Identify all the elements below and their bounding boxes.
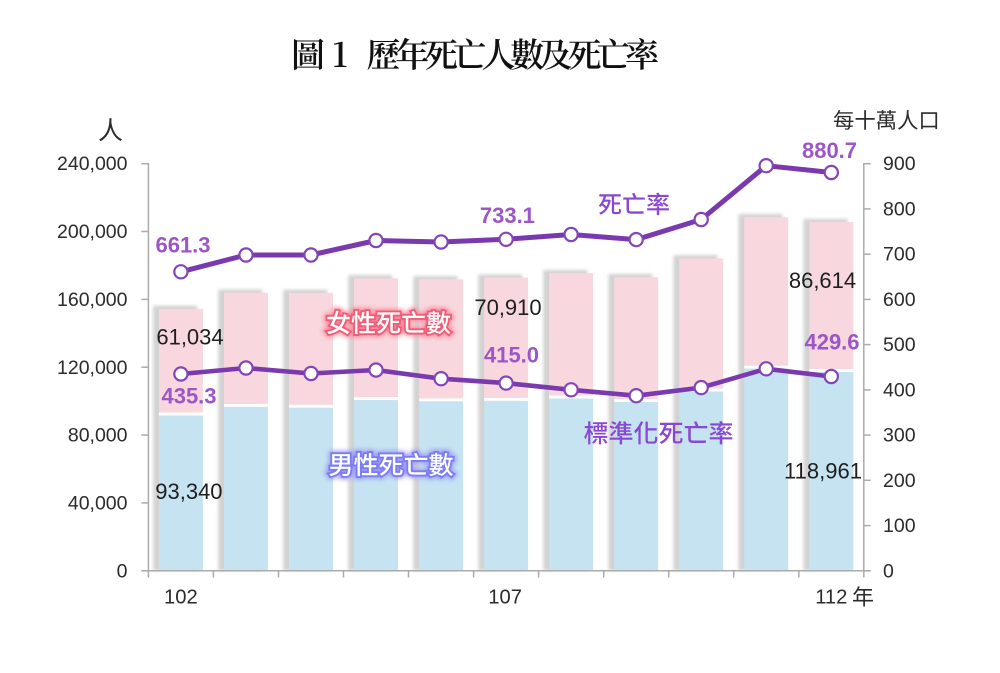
svg-text:86,614: 86,614 xyxy=(789,268,856,293)
svg-text:600: 600 xyxy=(883,289,916,311)
svg-text:70,910: 70,910 xyxy=(474,295,541,320)
svg-text:40,000: 40,000 xyxy=(68,492,128,514)
svg-text:300: 300 xyxy=(883,425,916,447)
svg-text:118,961: 118,961 xyxy=(784,459,862,484)
svg-text:112: 112 xyxy=(815,586,847,608)
svg-text:102: 102 xyxy=(164,586,198,608)
svg-text:733.1: 733.1 xyxy=(480,203,535,228)
svg-text:120,000: 120,000 xyxy=(57,357,128,379)
svg-text:100: 100 xyxy=(883,515,916,537)
svg-text:415.0: 415.0 xyxy=(484,343,539,368)
svg-text:0: 0 xyxy=(883,560,894,582)
svg-text:80,000: 80,000 xyxy=(68,425,128,447)
svg-text:429.6: 429.6 xyxy=(804,330,859,355)
svg-text:880.7: 880.7 xyxy=(802,138,857,163)
svg-text:61,034: 61,034 xyxy=(156,325,223,350)
svg-text:800: 800 xyxy=(883,198,916,220)
svg-text:700: 700 xyxy=(883,244,916,266)
svg-text:0: 0 xyxy=(117,560,128,582)
svg-text:200: 200 xyxy=(883,470,916,492)
svg-text:93,340: 93,340 xyxy=(155,479,222,504)
svg-text:240,000: 240,000 xyxy=(57,153,128,175)
svg-text:500: 500 xyxy=(883,334,916,356)
svg-text:200,000: 200,000 xyxy=(57,221,128,243)
svg-text:160,000: 160,000 xyxy=(57,289,128,311)
svg-text:435.3: 435.3 xyxy=(161,384,216,409)
svg-text:400: 400 xyxy=(883,379,916,401)
svg-text:107: 107 xyxy=(488,586,522,608)
svg-text:900: 900 xyxy=(883,153,916,175)
svg-text:661.3: 661.3 xyxy=(155,233,210,258)
